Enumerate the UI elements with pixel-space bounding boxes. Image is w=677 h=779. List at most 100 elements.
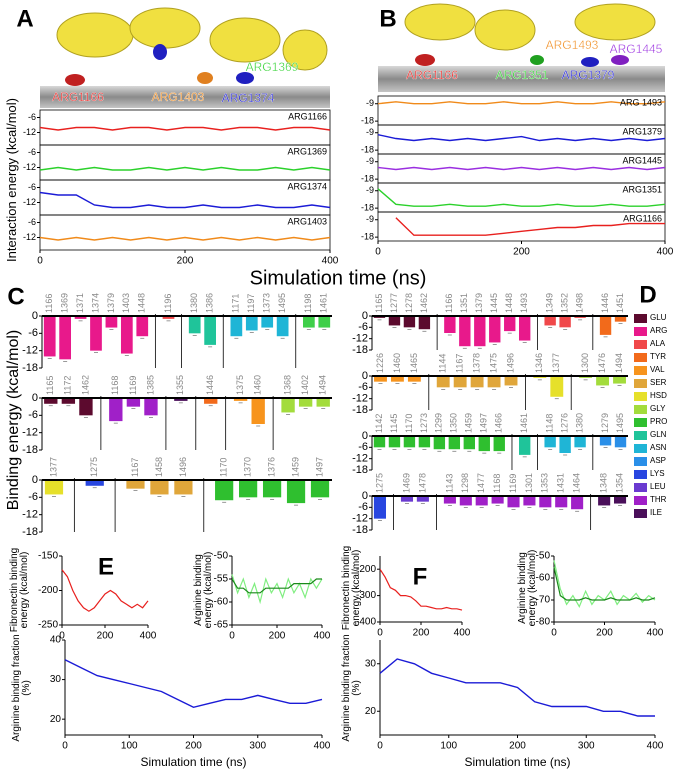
structure-image-b [378, 3, 665, 92]
residue-callout: ARG1166 [406, 68, 458, 82]
x-tick-label: 0 [62, 741, 68, 752]
y-tick-label: -70 [536, 595, 551, 606]
y-tick-label: -18 [22, 526, 38, 538]
legend-swatch [634, 405, 647, 414]
residue-label: 1464 [571, 473, 581, 493]
y-tick-label: 0 [362, 310, 368, 322]
legend-swatch [634, 327, 647, 336]
bar [459, 316, 471, 347]
y-tick-label: -18 [352, 464, 368, 476]
y-tick-label: 20 [365, 706, 377, 717]
legend-label: VAL [650, 365, 665, 374]
x-tick-label: 200 [509, 741, 526, 752]
x-tick-label: 200 [177, 256, 194, 267]
bar [61, 398, 76, 404]
residue-label: 1465 [409, 353, 419, 373]
residue-label: 1165 [374, 294, 384, 313]
bar [559, 436, 571, 453]
residue-label: 1462 [80, 375, 90, 395]
bar [233, 398, 248, 401]
legend-swatch [634, 509, 647, 518]
residue-label: 1403 [121, 293, 131, 313]
residue-label: 1377 [551, 353, 561, 373]
bar [245, 316, 258, 331]
x-tick-label: 200 [269, 631, 286, 642]
y-tick-label: -9 [366, 127, 374, 137]
y-tick-label: -200 [356, 564, 376, 575]
x-tick-label: 0 [377, 741, 383, 752]
bar [550, 376, 564, 397]
residue-label: 1349 [545, 293, 555, 313]
residue-label: 1148 [545, 414, 555, 433]
residue-label: 1346 [534, 353, 544, 373]
y-tick-label: -18 [361, 232, 374, 242]
residue-label: 1368 [282, 375, 292, 395]
y-tick-label: -18 [361, 116, 374, 126]
series-line [377, 188, 666, 207]
legend-swatch [634, 431, 647, 440]
y-tick-label: -9 [366, 98, 374, 108]
residue-label: 1469 [401, 473, 411, 493]
series-line [377, 166, 666, 171]
series-line [61, 569, 149, 612]
residue-label: 1350 [449, 413, 459, 433]
residue-label: 1353 [540, 473, 550, 493]
residue-callout: ARG1445 [610, 42, 663, 56]
residue-label: 1370 [242, 457, 252, 477]
bar [44, 480, 64, 495]
bar [281, 398, 295, 413]
bar [204, 398, 218, 404]
residue-label: 1476 [597, 353, 607, 373]
y-tick-label: -400 [356, 617, 376, 628]
residue-label: 1170 [219, 458, 229, 477]
x-tick-label: 400 [647, 628, 664, 639]
bar [493, 436, 505, 452]
series-label: ARG1403 [287, 216, 327, 226]
legend-swatch [634, 353, 647, 362]
residue-callout: ARG1403 [152, 90, 205, 104]
legend-swatch [634, 457, 647, 466]
series-label: ARG1351 [622, 184, 662, 194]
x-tick-label: 200 [185, 741, 202, 752]
bar [507, 496, 520, 508]
residue-label: 1171 [231, 294, 241, 313]
bar [491, 496, 504, 504]
bar [433, 436, 446, 450]
bar [162, 316, 175, 319]
series-line [377, 101, 666, 105]
y-tick-label: -18 [352, 344, 368, 356]
y-tick-label: -9 [366, 214, 374, 224]
series-line [553, 566, 656, 601]
residue-label: 1373 [262, 293, 272, 313]
x-tick-label: 400 [322, 256, 339, 267]
bar [614, 496, 627, 504]
bar [474, 316, 486, 347]
x-tick-label: 0 [37, 256, 43, 267]
bar [174, 398, 188, 401]
bar [613, 376, 626, 384]
x-tick-label: 200 [413, 628, 430, 639]
bar [390, 376, 404, 382]
bar [373, 436, 386, 448]
bar [374, 376, 387, 382]
x-tick-label: 300 [249, 741, 266, 752]
residue-label: 1198 [303, 294, 313, 313]
bar [388, 316, 401, 326]
bar [85, 480, 104, 486]
bar [416, 496, 429, 502]
x-tick-label: 0 [377, 628, 383, 639]
residue-label: 1402 [300, 375, 310, 395]
legend-label: GLN [650, 430, 667, 439]
residue-label: 1142 [374, 414, 384, 433]
x-tick-label: 200 [596, 628, 613, 639]
residue-label: 1459 [290, 457, 300, 477]
bar [59, 316, 71, 360]
bar [519, 316, 531, 341]
bar [453, 376, 467, 388]
bar [418, 316, 431, 330]
panel-label: D [639, 281, 656, 308]
bar [523, 496, 536, 506]
x-tick-label: 0 [229, 631, 235, 642]
bar [478, 436, 490, 452]
residue-label: 1496 [178, 457, 188, 477]
